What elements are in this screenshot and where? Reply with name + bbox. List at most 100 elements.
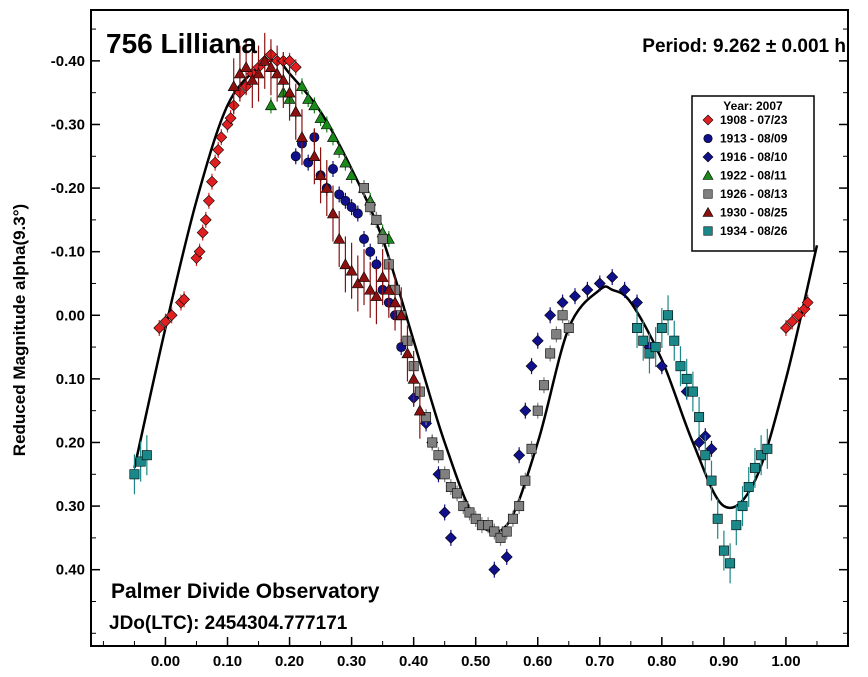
data-point bbox=[289, 61, 302, 74]
data-point bbox=[252, 67, 265, 79]
data-point bbox=[519, 404, 532, 417]
data-point bbox=[756, 450, 767, 461]
data-point bbox=[545, 348, 556, 359]
data-point bbox=[302, 92, 315, 104]
x-tick-label: 0.20 bbox=[275, 653, 304, 670]
y-tick-label: -0.40 bbox=[51, 53, 85, 70]
data-point bbox=[308, 99, 321, 111]
data-point bbox=[401, 347, 414, 359]
x-tick-label: 0.40 bbox=[399, 653, 428, 670]
data-point bbox=[488, 563, 501, 576]
data-point bbox=[377, 233, 388, 244]
data-point bbox=[290, 151, 301, 162]
legend-entry: 1926 - 08/13 bbox=[720, 187, 788, 201]
data-point bbox=[780, 322, 792, 334]
series-5 bbox=[227, 32, 426, 439]
data-point bbox=[470, 513, 481, 524]
data-point bbox=[233, 67, 246, 79]
data-point bbox=[421, 412, 432, 423]
legend-marker bbox=[703, 226, 713, 236]
data-point bbox=[320, 181, 333, 193]
legend-title: Year: 2007 bbox=[723, 99, 783, 113]
data-point bbox=[762, 443, 773, 454]
data-point bbox=[618, 283, 631, 296]
data-point bbox=[489, 526, 500, 537]
data-point bbox=[520, 475, 531, 486]
data-point bbox=[801, 296, 814, 309]
data-point bbox=[544, 309, 557, 322]
data-point bbox=[538, 380, 549, 391]
data-point bbox=[153, 322, 166, 334]
data-point bbox=[351, 277, 364, 289]
data-point bbox=[593, 277, 606, 290]
data-point bbox=[638, 335, 649, 346]
data-point bbox=[663, 310, 674, 321]
data-point bbox=[371, 214, 382, 225]
data-point bbox=[439, 469, 450, 480]
data-point bbox=[334, 189, 345, 200]
y-tick-label: 0.00 bbox=[56, 307, 85, 324]
data-point bbox=[407, 372, 420, 384]
data-point bbox=[135, 456, 146, 467]
data-point bbox=[526, 443, 537, 454]
data-point bbox=[295, 80, 308, 92]
x-tick-label: 0.10 bbox=[213, 653, 242, 670]
data-point bbox=[655, 360, 668, 373]
jd-label: JDo(LTC): 2454304.777171 bbox=[109, 613, 348, 634]
data-point bbox=[792, 309, 805, 322]
data-point bbox=[513, 449, 526, 462]
x-tick-label: 0.30 bbox=[337, 653, 366, 670]
data-point bbox=[656, 323, 667, 333]
data-point bbox=[500, 551, 513, 563]
data-point bbox=[376, 271, 389, 282]
legend-entry: 1922 - 08/11 bbox=[720, 169, 787, 183]
data-point bbox=[224, 112, 237, 125]
period-label: Period: 9.262 ± 0.001 h bbox=[642, 36, 846, 57]
data-point bbox=[464, 507, 475, 518]
axis-ticks: 0.00 0.10 0.20 0.30 0.40 0.50 0.60 0.70 0.80 0.90… bbox=[51, 28, 848, 670]
legend-entry: 1930 - 08/25 bbox=[720, 206, 788, 220]
data-point bbox=[514, 501, 525, 512]
legend-marker bbox=[702, 151, 714, 163]
series-6 bbox=[129, 295, 773, 584]
data-point bbox=[581, 283, 594, 296]
data-point bbox=[433, 450, 444, 461]
y-tick-label: 0.40 bbox=[56, 562, 85, 579]
data-point bbox=[458, 501, 469, 512]
data-point bbox=[725, 558, 736, 569]
data-point bbox=[264, 61, 277, 72]
x-tick-label: 0.90 bbox=[709, 653, 738, 670]
legend-entry: 1908 - 07/23 bbox=[720, 113, 788, 127]
x-tick-label: 0.50 bbox=[461, 653, 490, 670]
y-tick-label: -0.10 bbox=[51, 244, 85, 261]
y-tick-label: -0.20 bbox=[51, 180, 85, 197]
data-point bbox=[141, 450, 152, 461]
data-point bbox=[706, 475, 717, 486]
data-point bbox=[650, 342, 661, 353]
legend-marker bbox=[702, 114, 714, 126]
data-point bbox=[452, 488, 463, 499]
legend-entry: 1934 - 08/26 bbox=[720, 224, 788, 238]
data-point bbox=[339, 258, 352, 270]
data-point bbox=[364, 283, 377, 295]
legend-box bbox=[691, 95, 815, 252]
data-point bbox=[314, 112, 327, 123]
legend-marker bbox=[702, 169, 714, 180]
data-point bbox=[525, 360, 538, 373]
data-point bbox=[328, 164, 338, 174]
data-point bbox=[227, 80, 240, 92]
data-point bbox=[687, 386, 698, 397]
data-point bbox=[359, 183, 369, 194]
data-point bbox=[326, 207, 340, 219]
data-point bbox=[501, 526, 512, 537]
data-point bbox=[569, 290, 581, 303]
data-point bbox=[196, 226, 209, 239]
data-point bbox=[700, 450, 711, 461]
data-point bbox=[786, 315, 799, 328]
data-point bbox=[333, 232, 346, 244]
x-tick-label: 0.00 bbox=[151, 653, 180, 670]
data-point bbox=[438, 506, 451, 519]
data-point bbox=[712, 513, 723, 524]
data-point bbox=[557, 310, 568, 321]
data-point bbox=[206, 175, 218, 188]
